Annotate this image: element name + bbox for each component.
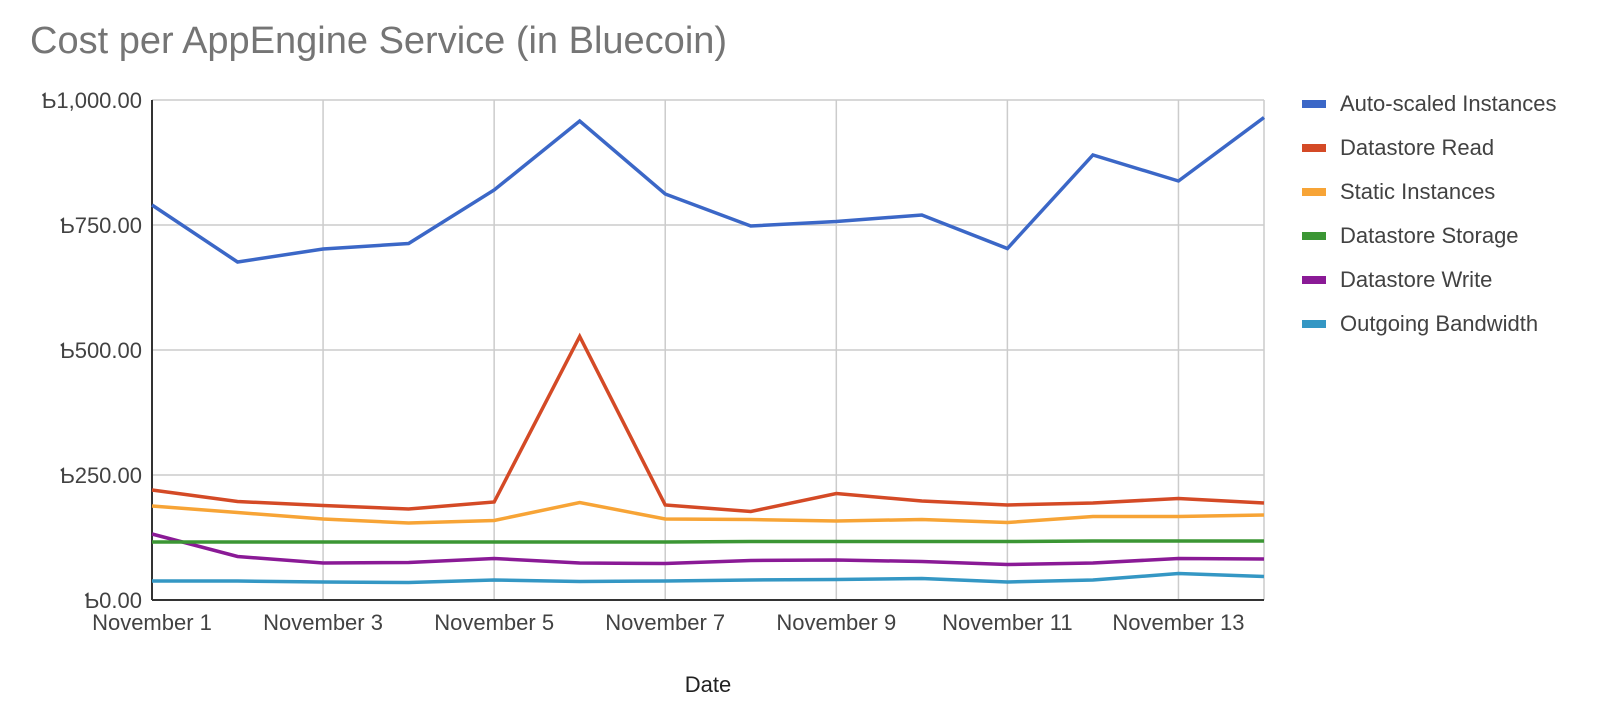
legend-swatch	[1302, 144, 1326, 152]
chart-title: Cost per AppEngine Service (in Bluecoin)	[30, 20, 728, 62]
legend: Auto-scaled Instances Datastore Read Stati…	[1302, 82, 1556, 346]
legend-label: Datastore Write	[1340, 267, 1493, 292]
x-tick-label: November 9	[776, 610, 896, 635]
y-tick-label: Ƅ0.00	[85, 588, 142, 613]
y-tick-label: Ƅ1,000.00	[42, 88, 142, 113]
x-tick-label: November 5	[434, 610, 554, 635]
legend-swatch	[1302, 232, 1326, 240]
legend-item-static-instances[interactable]: Static Instances	[1302, 170, 1556, 214]
legend-swatch	[1302, 188, 1326, 196]
legend-label: Datastore Read	[1340, 135, 1495, 160]
tick-labels: Ƅ0.00 Ƅ250.00 Ƅ500.00 Ƅ750.00 Ƅ1,000.00 Novem…	[42, 88, 1245, 635]
y-tick-label: Ƅ250.00	[60, 463, 142, 488]
legend-label: Outgoing Bandwidth	[1340, 311, 1539, 336]
legend-item-datastore-read[interactable]: Datastore Read	[1302, 126, 1556, 170]
series-line-datastore-read	[151, 332, 1265, 514]
series-line-outgoing-bandwidth	[152, 571, 1265, 585]
legend-item-auto-scaled-instances[interactable]: Auto-scaled Instances	[1302, 82, 1556, 126]
legend-label: Datastore Storage	[1340, 223, 1519, 248]
x-tick-label: November 7	[605, 610, 725, 635]
series-line-datastore-storage	[152, 539, 1264, 544]
legend-item-outgoing-bandwidth[interactable]: Outgoing Bandwidth	[1302, 302, 1556, 346]
x-tick-label: November 1	[92, 610, 212, 635]
series-line-datastore-write	[151, 532, 1265, 567]
x-tick-label: November 13	[1112, 610, 1244, 635]
x-axis-label: Date	[685, 672, 731, 697]
axes	[151, 100, 1264, 601]
legend-item-datastore-write[interactable]: Datastore Write	[1302, 258, 1556, 302]
legend-swatch	[1302, 100, 1326, 108]
legend-swatch	[1302, 320, 1326, 328]
y-tick-label: Ƅ500.00	[60, 338, 142, 363]
x-tick-label: November 11	[942, 610, 1072, 635]
legend-item-datastore-storage[interactable]: Datastore Storage	[1302, 214, 1556, 258]
series-line-auto-scaled-instances	[151, 116, 1266, 264]
grid-lines	[152, 99, 1265, 600]
series-lines	[151, 116, 1266, 585]
y-tick-label: Ƅ750.00	[60, 213, 142, 238]
series-line-static-instances	[151, 500, 1265, 525]
legend-swatch	[1302, 276, 1326, 284]
legend-label: Auto-scaled Instances	[1340, 91, 1557, 116]
x-tick-label: November 3	[263, 610, 383, 635]
legend-label: Static Instances	[1340, 179, 1496, 204]
